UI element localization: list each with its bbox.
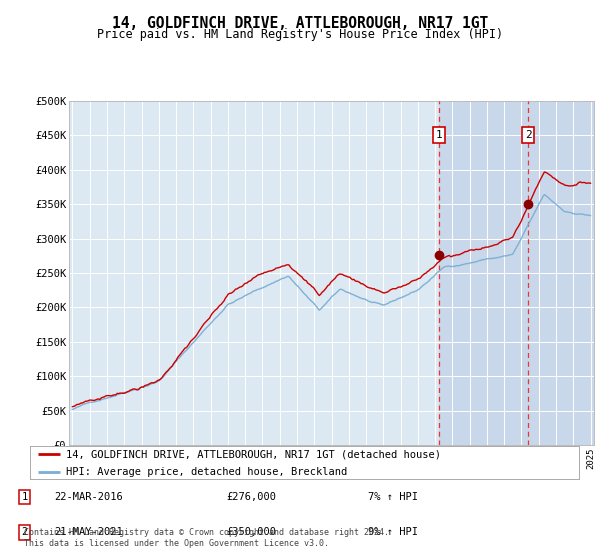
Text: 21-MAY-2021: 21-MAY-2021 (55, 528, 124, 538)
Text: 7% ↑ HPI: 7% ↑ HPI (368, 492, 418, 502)
Text: 2: 2 (22, 528, 28, 538)
Text: 14, GOLDFINCH DRIVE, ATTLEBOROUGH, NR17 1GT: 14, GOLDFINCH DRIVE, ATTLEBOROUGH, NR17 … (112, 16, 488, 31)
Text: Contains HM Land Registry data © Crown copyright and database right 2024.
This d: Contains HM Land Registry data © Crown c… (24, 528, 389, 548)
Text: 9% ↑ HPI: 9% ↑ HPI (368, 528, 418, 538)
Text: 1: 1 (22, 492, 28, 502)
Text: 22-MAR-2016: 22-MAR-2016 (55, 492, 124, 502)
Text: 1: 1 (436, 130, 442, 140)
Text: £350,000: £350,000 (227, 528, 277, 538)
Bar (439, 101, 600, 445)
Text: 2: 2 (525, 130, 532, 140)
Text: Price paid vs. HM Land Registry's House Price Index (HPI): Price paid vs. HM Land Registry's House … (97, 28, 503, 41)
Text: £276,000: £276,000 (227, 492, 277, 502)
Text: 14, GOLDFINCH DRIVE, ATTLEBOROUGH, NR17 1GT (detached house): 14, GOLDFINCH DRIVE, ATTLEBOROUGH, NR17 … (65, 450, 440, 459)
Text: HPI: Average price, detached house, Breckland: HPI: Average price, detached house, Brec… (65, 466, 347, 477)
